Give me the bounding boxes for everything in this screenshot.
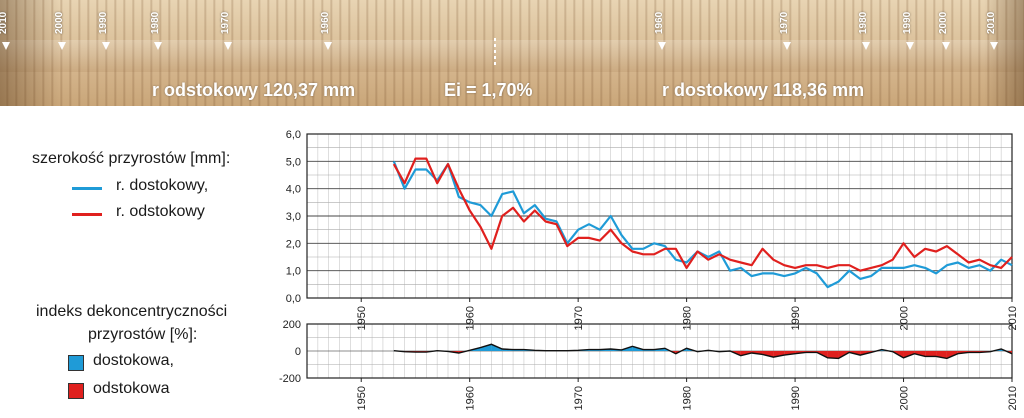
series-line-dostokowy <box>392 160 1013 289</box>
core-center-label: Ei = 1,70% <box>444 80 533 100</box>
tree-core-image: 2010 2000 1990 1980 1970 1960 1960 1970 1980 1990… <box>0 0 1024 106</box>
legend-line-odstokowy <box>72 213 102 216</box>
legend-line-dostokowy <box>72 187 102 190</box>
plot-frame-top <box>306 133 1013 299</box>
x-tick-label: 1980 <box>682 306 694 330</box>
y-tick-label: 0,0 <box>286 293 301 305</box>
pith-marker <box>494 38 496 66</box>
x-tick-label: 1950 <box>356 386 368 410</box>
x-tick-label: 1980 <box>682 386 694 410</box>
y-tick-label: 200 <box>283 319 301 331</box>
core-left-label: r odstokowy 120,37 mm <box>152 80 356 100</box>
down-arrow-icon <box>154 42 162 50</box>
x-tick-label: 2010 <box>1007 306 1019 330</box>
index-line <box>393 343 1013 360</box>
area-odstokowa <box>773 351 785 358</box>
area-odstokowa <box>925 351 937 357</box>
down-arrow-icon <box>58 42 66 50</box>
legend-box-dostokowa <box>68 355 84 371</box>
area-dostokowa <box>480 344 492 351</box>
y-tick-label: 4,0 <box>286 184 301 196</box>
y-tick-label: 3,0 <box>286 211 301 223</box>
y-tick-label: 6,0 <box>286 129 301 141</box>
legend-label-dostokowy: r. dostokowy, <box>116 177 209 194</box>
x-tick-label: 2010 <box>1007 386 1019 410</box>
legend-box-odstokowa <box>68 383 84 399</box>
area-odstokowa <box>762 351 774 358</box>
x-tick-label: 1970 <box>573 386 585 410</box>
legend-bottom-title-1: indeks dekoncentryczności <box>36 303 228 320</box>
down-arrow-icon <box>862 42 870 50</box>
down-arrow-icon <box>783 42 791 50</box>
x-tick-label: 2000 <box>899 306 911 330</box>
down-arrow-icon <box>942 42 950 50</box>
x-tick-label: 1960 <box>465 386 477 410</box>
legend-top-title: szerokość przyrostów [mm]: <box>32 150 231 167</box>
x-tick-label: 1960 <box>465 306 477 330</box>
y-tick-label: 0 <box>295 346 301 358</box>
y-tick-label: 5,0 <box>286 156 301 168</box>
y-tick-label: 2,0 <box>286 238 301 250</box>
x-tick-label: 1970 <box>573 306 585 330</box>
down-arrow-icon <box>2 42 10 50</box>
legend-bottom-title-2: przyrostów [%]: <box>88 326 198 343</box>
x-tick-label: 1950 <box>356 306 368 330</box>
down-arrow-icon <box>990 42 998 50</box>
legend-label-odstokowa: odstokowa <box>93 380 170 397</box>
x-tick-label: 1990 <box>790 306 802 330</box>
area-odstokowa <box>827 351 839 359</box>
x-tick-label: 2000 <box>899 386 911 410</box>
series-line-odstokowy <box>392 157 1013 272</box>
y-tick-label: 1,0 <box>286 266 301 278</box>
down-arrow-icon <box>906 42 914 50</box>
down-arrow-icon <box>224 42 232 50</box>
down-arrow-icon <box>324 42 332 50</box>
y-tick-label: -200 <box>279 373 301 385</box>
down-arrow-icon <box>102 42 110 50</box>
legend-label-odstokowy: r. odstokowy <box>116 203 205 220</box>
legend-label-dostokowa: dostokowa, <box>93 352 174 369</box>
x-tick-label: 1990 <box>790 386 802 410</box>
down-arrow-icon <box>658 42 666 50</box>
core-right-label: r dostokowy 118,36 mm <box>662 80 865 100</box>
